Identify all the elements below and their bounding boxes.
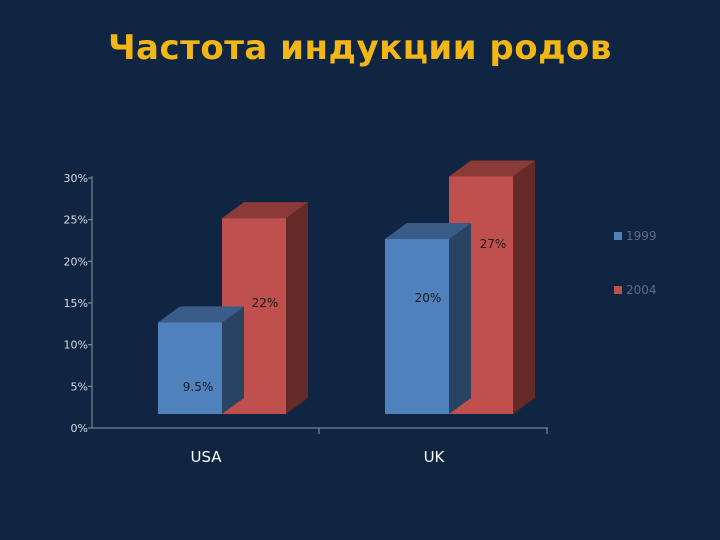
y-tick-label: 20% — [64, 255, 88, 268]
legend-swatch-2004 — [614, 286, 622, 294]
y-tick-label: 25% — [64, 214, 88, 227]
y-tick-label: 0% — [71, 422, 88, 435]
legend-label-2004: 2004 — [626, 283, 657, 297]
x-category-label: USA — [190, 448, 222, 466]
bar-top-1999-USA — [158, 306, 244, 323]
y-tick-label: 15% — [64, 297, 88, 310]
bar-side-2004-UK — [513, 160, 535, 414]
bar-side-2004-USA — [286, 202, 308, 414]
bar-top-1999-UK — [385, 223, 471, 239]
legend-swatch-1999 — [614, 232, 622, 240]
y-tick-label: 5% — [71, 380, 88, 393]
x-category-label: UK — [424, 448, 446, 466]
bar-1999-USA — [158, 322, 222, 414]
bar-side-1999-USA — [222, 306, 244, 414]
slide-title: Частота индукции родов — [108, 28, 612, 68]
data-label-1999-USA: 9.5% — [183, 380, 214, 394]
bar-top-2004-UK — [449, 160, 535, 177]
bar-top-2004-USA — [222, 202, 308, 219]
y-tick-label: 10% — [64, 339, 88, 352]
data-label-1999-UK: 20% — [415, 291, 442, 305]
bar-side-1999-UK — [449, 223, 471, 414]
data-label-2004-UK: 27% — [480, 237, 507, 251]
bar-1999-UK — [385, 239, 449, 414]
legend-label-1999: 1999 — [626, 229, 657, 243]
y-tick-label: 30% — [64, 172, 88, 185]
data-label-2004-USA: 22% — [252, 296, 279, 310]
